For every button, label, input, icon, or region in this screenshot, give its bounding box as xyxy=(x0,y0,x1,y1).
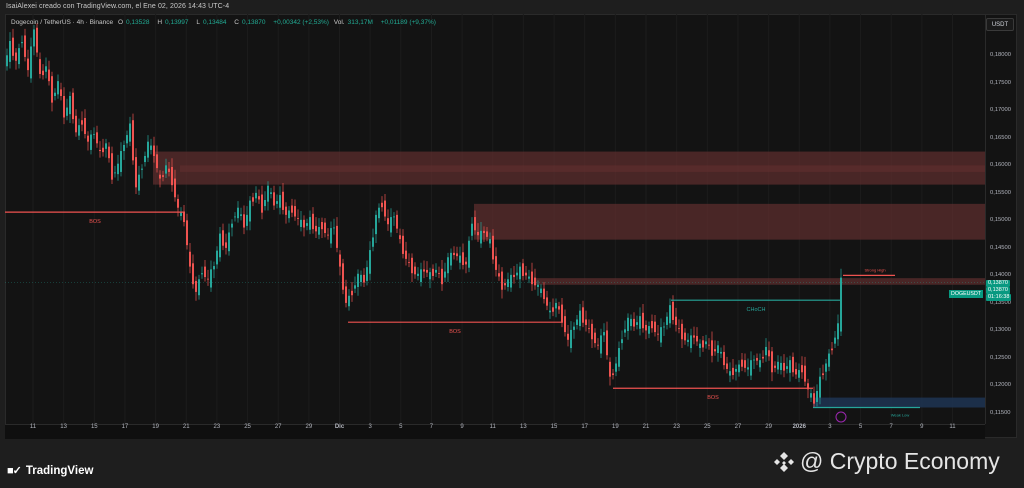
time-tick: 9 xyxy=(460,424,464,430)
svg-text:BOS: BOS xyxy=(707,395,719,401)
time-tick: 21 xyxy=(642,424,650,430)
time-tick: 11 xyxy=(489,424,496,430)
time-tick: 11 xyxy=(949,424,956,430)
price-tick: 0,11500 xyxy=(990,409,1011,416)
time-tick: 17 xyxy=(581,424,589,430)
time-tick: 27 xyxy=(274,424,282,430)
time-tick: 23 xyxy=(673,424,680,430)
time-tick: 7 xyxy=(429,424,434,430)
price-tick: 0,12000 xyxy=(990,382,1011,389)
time-tick: 19 xyxy=(612,424,619,430)
high-value: 0,13997 xyxy=(165,19,189,26)
price-axis[interactable]: 0,185000,180000,175000,170000,165000,160… xyxy=(985,14,1018,424)
svg-text:BOS: BOS xyxy=(89,219,101,225)
tradingview-logo[interactable]: ■✓ TradingView xyxy=(7,464,94,478)
price-tick: 0,13500 xyxy=(990,299,1011,306)
time-tick: 29 xyxy=(305,424,313,430)
current-price-label: 0,13870 xyxy=(986,280,1010,287)
volume-value: 313,17M xyxy=(347,19,373,26)
event-marker-icon xyxy=(835,411,847,423)
chart-credit: IsaiAlexei creado con TradingView.com, e… xyxy=(6,3,230,10)
current-price-label-2: 0,13870 xyxy=(986,287,1010,294)
time-tick: 25 xyxy=(244,424,251,430)
watermark: @ Crypto Economy xyxy=(773,448,1000,475)
time-tick: 27 xyxy=(734,424,742,430)
time-tick: 17 xyxy=(121,424,129,430)
time-axis-labels: 11 13 15 17 19 21 23 25 27 29 Dic 3 5 7 9 11 13 15 17 19 21 2… xyxy=(5,424,985,450)
currency-button[interactable]: USDT xyxy=(986,18,1014,31)
time-tick: 2026 xyxy=(792,424,806,430)
svg-text:CHoCH: CHoCH xyxy=(747,307,766,313)
time-tick: 21 xyxy=(182,424,190,430)
symbol-price-tag: DOGEUSDT xyxy=(949,290,984,298)
bar-countdown: 01:16:38 xyxy=(986,294,1012,301)
price-tick: 0,12500 xyxy=(990,354,1011,361)
price-tick: 0,18000 xyxy=(990,52,1011,59)
time-tick: 5 xyxy=(399,424,403,430)
time-tick: 11 xyxy=(29,424,37,430)
time-tick: 13 xyxy=(60,424,67,430)
binance-diamond-icon xyxy=(774,451,794,472)
open-value: 0,13528 xyxy=(126,19,150,26)
supply-zone xyxy=(180,165,985,172)
price-tick: 0,15500 xyxy=(990,189,1011,196)
time-tick: 5 xyxy=(858,424,863,430)
svg-text:BOS: BOS xyxy=(449,329,461,335)
price-tick: 0,16000 xyxy=(990,162,1011,169)
supply-zone xyxy=(535,278,985,285)
price-tick: 0,13000 xyxy=(990,327,1011,334)
time-axis[interactable] xyxy=(5,424,985,439)
volume-change-value: +0,01189 (+9,37%) xyxy=(380,19,436,26)
price-tick: 0,15000 xyxy=(990,217,1011,224)
symbol-legend: Dogecoin / TetherUS · 4h · Binance O 0,13… xyxy=(11,19,436,26)
symbol-name[interactable]: Dogecoin / TetherUS · 4h · Binance xyxy=(11,19,114,26)
low-value: 0,13484 xyxy=(202,19,227,26)
time-tick: 25 xyxy=(703,424,711,430)
tradingview-mark-icon: ■✓ xyxy=(7,465,22,477)
time-tick: 3 xyxy=(368,424,372,430)
time-tick: 9 xyxy=(920,424,924,430)
time-tick: 3 xyxy=(828,424,832,430)
time-tick: Dic xyxy=(334,424,345,430)
time-tick: 15 xyxy=(550,424,558,430)
svg-text:Weak Low: Weak Low xyxy=(891,412,910,417)
price-tick: 0,17000 xyxy=(990,107,1011,114)
svg-text:Strong High: Strong High xyxy=(864,267,885,272)
change-value: +0,00342 (+2,53%) xyxy=(273,19,329,26)
price-tick: 0,17500 xyxy=(990,79,1011,86)
time-tick: 13 xyxy=(520,424,527,430)
price-tick: 0,14000 xyxy=(990,272,1011,279)
price-tick: 0,14500 xyxy=(990,244,1011,251)
time-tick: 7 xyxy=(889,424,893,430)
time-tick: 23 xyxy=(213,424,221,430)
supply-zone xyxy=(474,203,985,240)
demand-zone xyxy=(813,397,985,408)
time-tick: 15 xyxy=(90,424,98,430)
price-tick: 0,16500 xyxy=(990,134,1011,141)
close-value: 0,13870 xyxy=(241,19,266,26)
time-tick: 19 xyxy=(152,424,159,430)
chart-canvas[interactable]: BOS BOS BOS CHoCH Strong High Weak Low xyxy=(5,14,985,424)
time-tick: 29 xyxy=(765,424,772,430)
